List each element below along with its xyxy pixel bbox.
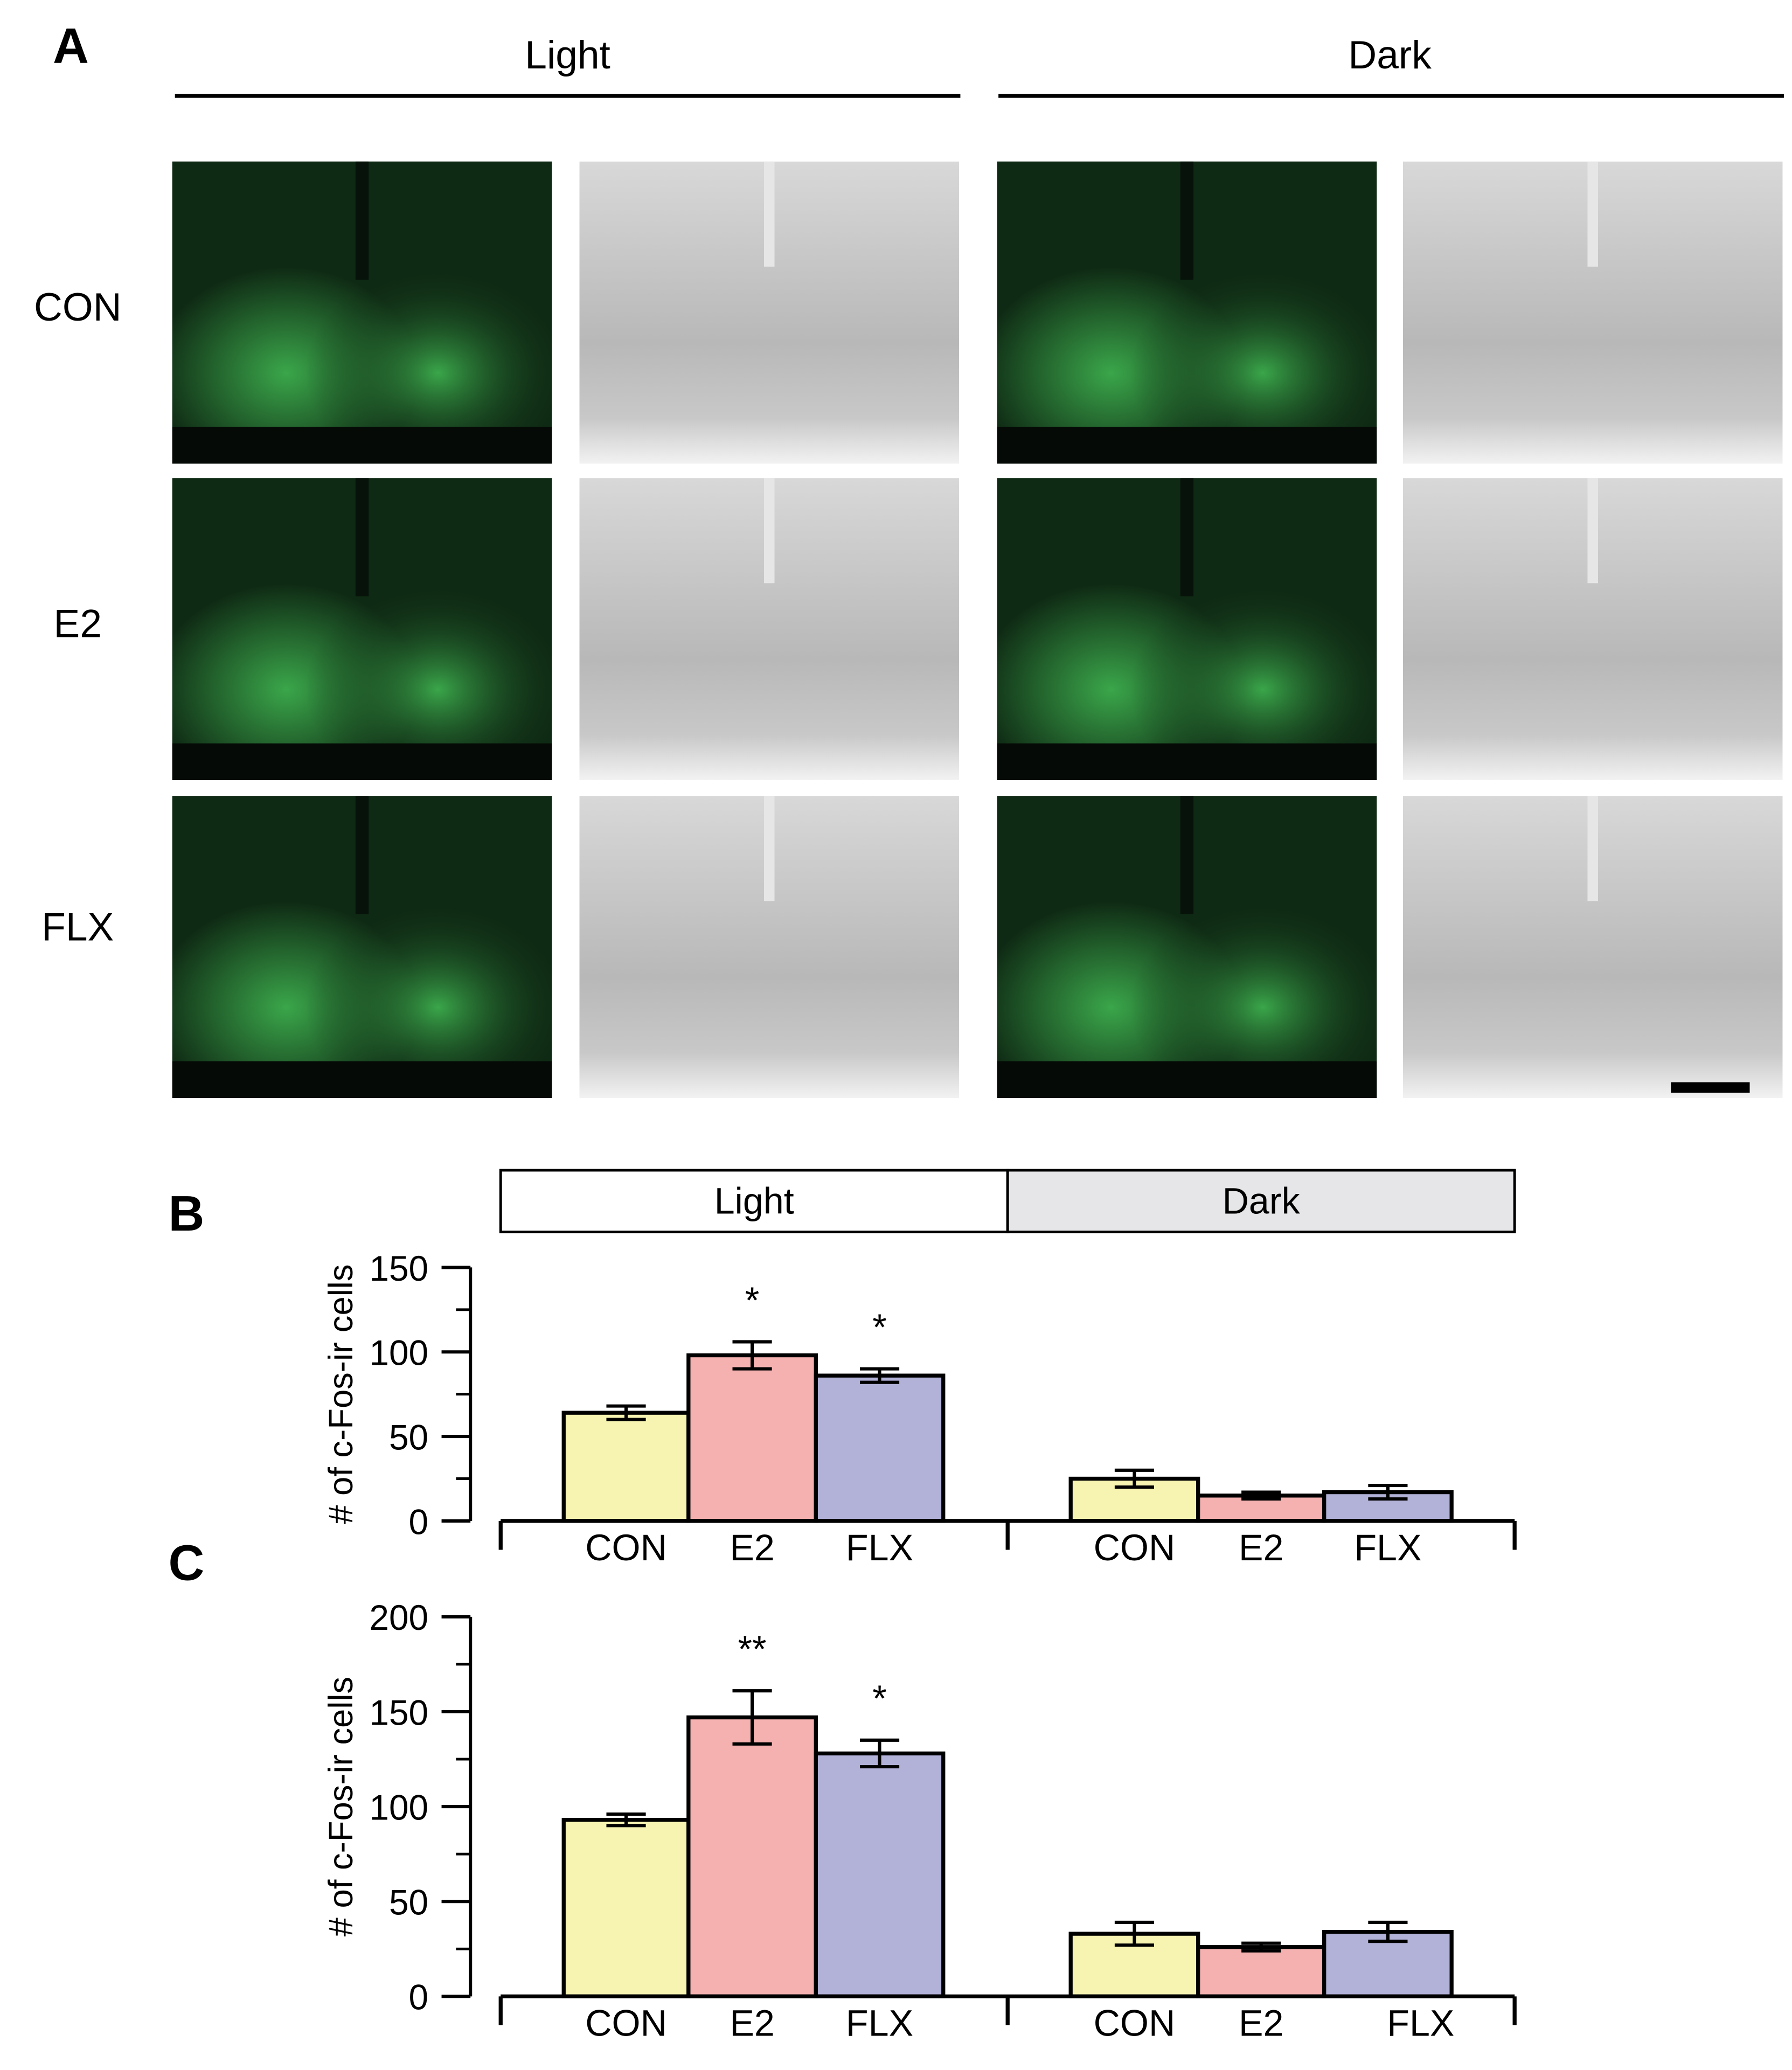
micrograph-base: [172, 1061, 552, 1098]
panel-label: A: [53, 18, 89, 74]
group-header: [499, 1169, 1009, 1234]
panel-label: B: [168, 1185, 204, 1241]
ventricle: [764, 161, 775, 267]
row-label: CON: [34, 286, 122, 329]
y-tick-label: 150: [369, 1692, 428, 1732]
group-header-label: Light: [714, 1180, 794, 1221]
x-tick-label: E2: [1239, 2003, 1283, 2044]
significance-marker: *: [872, 1307, 887, 1348]
row-label: E2: [54, 602, 102, 645]
y-tick-label: 50: [389, 1883, 428, 1922]
x-tick-label: E2: [730, 1527, 774, 1568]
bar: [561, 1411, 691, 1523]
y-axis-label: # of c-Fos-ir cells: [322, 1264, 360, 1524]
panel-label: C: [168, 1535, 204, 1591]
y-tick-label: 100: [369, 1333, 428, 1373]
group-header-label: Dark: [1223, 1180, 1301, 1221]
y-tick-label: 200: [369, 1597, 428, 1637]
bar: [814, 1751, 946, 1999]
x-tick-label: CON: [585, 2003, 667, 2044]
x-tick-label: CON: [585, 1527, 667, 1568]
ventricle: [764, 796, 775, 901]
x-tick-label: FLX: [1387, 2003, 1454, 2044]
y-tick-label: 100: [369, 1787, 428, 1827]
column-header: Dark: [1348, 33, 1432, 77]
micrograph-base: [997, 1061, 1377, 1098]
y-tick-label: 50: [389, 1417, 428, 1457]
micrograph-base: [997, 743, 1377, 781]
panel-a: A Light Dark CON E2 FLX: [34, 18, 1784, 1098]
ventricle: [355, 796, 369, 914]
significance-marker: *: [872, 1678, 887, 1719]
group-header: [1006, 1169, 1516, 1234]
significance-marker: **: [738, 1629, 767, 1670]
bar: [814, 1373, 946, 1523]
ventricle: [764, 478, 775, 584]
x-tick-label: FLX: [846, 2003, 913, 2044]
x-tick-label: CON: [1094, 2003, 1176, 2044]
y-tick-label: 0: [409, 1502, 429, 1541]
ventricle: [1587, 161, 1598, 267]
bar: [686, 1353, 818, 1523]
y-tick-label: 0: [409, 1977, 429, 2017]
ventricle: [1587, 796, 1598, 901]
scale-bar: [1671, 1082, 1750, 1093]
bar: [1196, 1945, 1326, 1999]
ventricle: [355, 478, 369, 596]
column-header: Light: [525, 33, 610, 77]
row-label: FLX: [41, 905, 114, 949]
significance-marker: *: [745, 1280, 760, 1321]
ventricle: [1180, 478, 1194, 596]
ventricle: [1180, 796, 1194, 914]
ventricle: [355, 161, 369, 280]
x-tick-label: FLX: [1354, 1527, 1421, 1568]
x-tick-label: CON: [1094, 1527, 1176, 1568]
bar: [686, 1715, 818, 1999]
x-tick-label: E2: [1239, 1527, 1283, 1568]
x-tick-label: E2: [730, 2003, 774, 2044]
x-tick-label: FLX: [846, 1527, 913, 1568]
ventricle: [1587, 478, 1598, 584]
micrograph-base: [172, 427, 552, 464]
micrograph-base: [997, 427, 1377, 464]
bar: [561, 1818, 691, 1999]
y-tick-label: 150: [369, 1248, 428, 1288]
y-axis-label: # of c-Fos-ir cells: [322, 1677, 360, 1936]
ventricle: [1180, 161, 1194, 280]
micrograph-base: [172, 743, 552, 781]
